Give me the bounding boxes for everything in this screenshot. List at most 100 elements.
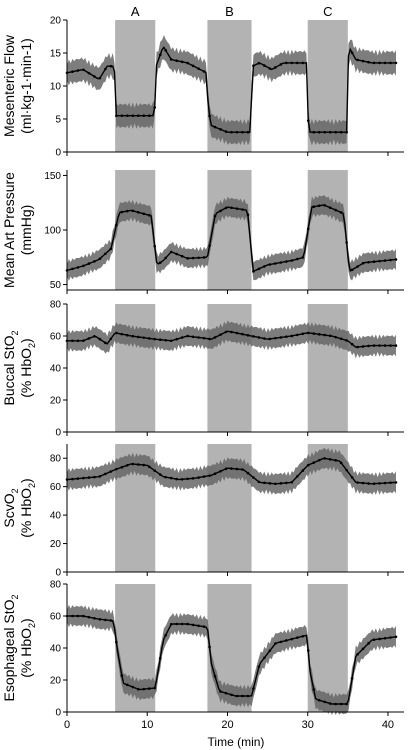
data-point bbox=[208, 474, 211, 477]
data-point bbox=[290, 61, 294, 65]
data-point bbox=[361, 647, 365, 651]
data-point bbox=[394, 344, 398, 347]
data-point bbox=[383, 259, 387, 262]
data-point bbox=[120, 465, 124, 469]
data-point bbox=[131, 685, 135, 689]
data-point bbox=[383, 481, 387, 485]
data-point bbox=[279, 63, 283, 66]
data-point bbox=[191, 335, 195, 339]
data-point bbox=[285, 335, 288, 339]
data-point bbox=[317, 458, 321, 462]
data-point bbox=[389, 481, 392, 485]
data-point bbox=[268, 649, 272, 652]
data-point bbox=[93, 334, 96, 338]
data-point bbox=[361, 261, 365, 265]
data-point bbox=[246, 333, 250, 337]
data-point bbox=[147, 337, 151, 340]
data-point bbox=[383, 636, 387, 640]
y-tick-label: 150 bbox=[44, 171, 61, 182]
data-point bbox=[136, 687, 140, 691]
data-point bbox=[252, 335, 255, 338]
data-point bbox=[306, 119, 310, 122]
data-point bbox=[164, 475, 167, 479]
data-point bbox=[345, 130, 348, 134]
data-point bbox=[230, 130, 233, 134]
data-point bbox=[164, 256, 167, 260]
interval-label: A bbox=[131, 4, 140, 19]
data-point bbox=[323, 457, 326, 460]
error-band bbox=[67, 320, 396, 359]
y-axis-label-subscript: 2 bbox=[10, 330, 20, 335]
data-point bbox=[230, 206, 233, 210]
data-point bbox=[356, 58, 359, 62]
data-point bbox=[224, 130, 228, 133]
data-point bbox=[158, 53, 162, 57]
y-axis-label-text: ScvO bbox=[1, 493, 17, 527]
data-point bbox=[120, 114, 124, 117]
data-point bbox=[202, 625, 206, 628]
data-point bbox=[158, 338, 162, 341]
chart-panel: 50 100 150 Mean Art Pressure (mmHg) bbox=[1, 170, 404, 294]
data-point bbox=[147, 114, 151, 117]
data-point bbox=[147, 465, 151, 469]
y-axis-label-text: (% HbO bbox=[18, 488, 34, 538]
error-band bbox=[67, 447, 396, 495]
data-point bbox=[76, 339, 80, 343]
data-point bbox=[274, 66, 277, 69]
data-point bbox=[76, 477, 80, 480]
data-point bbox=[279, 482, 283, 485]
data-point bbox=[383, 344, 387, 347]
y-tick-label: 80 bbox=[50, 580, 62, 591]
x-tick-label: 30 bbox=[302, 719, 314, 731]
data-point bbox=[372, 482, 376, 485]
data-point bbox=[109, 337, 113, 341]
data-point bbox=[197, 256, 200, 260]
data-point bbox=[142, 463, 146, 467]
data-point bbox=[208, 337, 211, 341]
data-point bbox=[169, 58, 173, 61]
data-point bbox=[175, 59, 178, 62]
y-axis-label-text: (% HbO bbox=[18, 628, 34, 678]
data-point bbox=[153, 244, 157, 248]
data-point bbox=[180, 254, 184, 258]
data-point bbox=[82, 614, 85, 618]
y-tick-label: 5 bbox=[55, 115, 61, 126]
data-point bbox=[120, 210, 124, 214]
shaded-interval bbox=[115, 20, 156, 152]
error-band bbox=[67, 35, 396, 146]
data-point bbox=[252, 64, 255, 68]
data-point bbox=[82, 339, 85, 342]
data-point bbox=[158, 657, 162, 660]
data-point bbox=[115, 114, 118, 117]
data-point bbox=[356, 481, 359, 484]
y-axis-label-subscript: 2 bbox=[10, 595, 20, 600]
data-point bbox=[263, 337, 266, 340]
interval-label: B bbox=[225, 4, 234, 19]
y-axis-label-end: ) bbox=[18, 618, 34, 623]
data-point bbox=[263, 265, 266, 268]
data-point bbox=[87, 71, 91, 75]
data-point bbox=[180, 622, 184, 626]
data-point bbox=[186, 477, 189, 481]
data-point bbox=[257, 61, 261, 65]
data-point bbox=[219, 333, 222, 336]
data-point bbox=[109, 64, 113, 68]
data-point bbox=[213, 674, 217, 678]
data-point bbox=[295, 636, 299, 639]
data-point bbox=[252, 270, 255, 273]
y-tick-label: 0 bbox=[55, 568, 61, 579]
data-point bbox=[126, 114, 129, 117]
data-point bbox=[98, 337, 102, 341]
data-point bbox=[213, 214, 217, 218]
data-point bbox=[104, 472, 107, 476]
data-point bbox=[350, 476, 354, 479]
data-point bbox=[224, 330, 228, 334]
x-tick-label: 10 bbox=[141, 719, 153, 731]
y-tick-label: 0 bbox=[55, 708, 61, 719]
data-point bbox=[93, 475, 96, 479]
y-axis-label: Mesenteric Flow bbox=[1, 34, 17, 137]
data-point bbox=[350, 51, 354, 55]
y-tick-label: 100 bbox=[44, 226, 61, 237]
data-point bbox=[115, 467, 118, 471]
